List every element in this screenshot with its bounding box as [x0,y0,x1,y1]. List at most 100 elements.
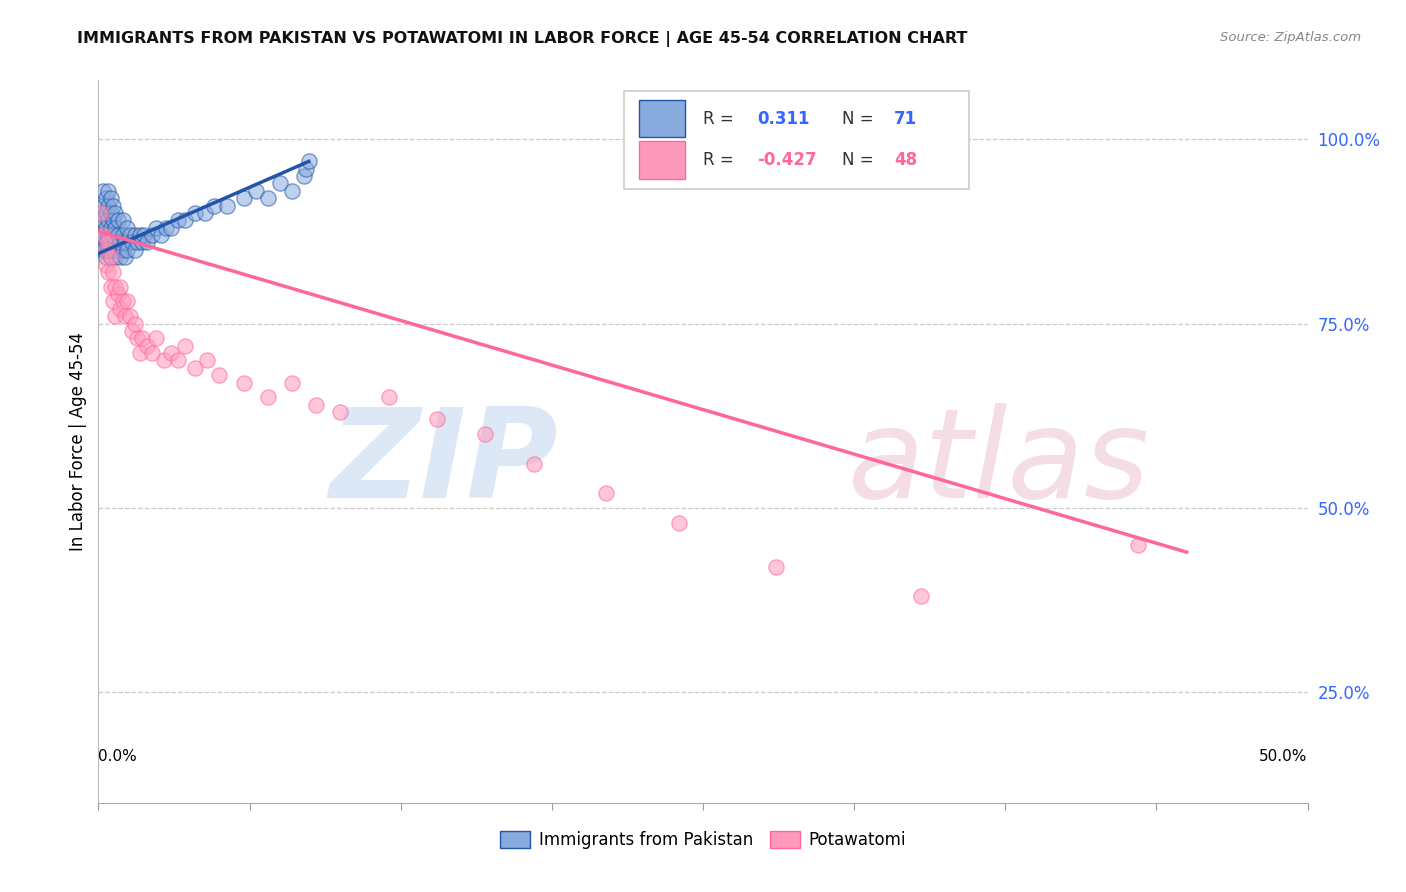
Point [117,294,139,309]
Point [100,250,122,264]
Point [131,235,153,250]
Point [101,265,124,279]
Point [100,206,122,220]
Point [121,235,143,250]
Point [204,199,226,213]
Point [135,339,157,353]
Point [215,199,238,213]
Point [91,199,114,213]
Point [174,213,197,227]
Point [101,243,124,257]
Point [91,243,114,257]
Text: -0.427: -0.427 [758,151,817,169]
Point [281,376,304,390]
Point [141,228,163,243]
Point [124,228,146,243]
Point [135,235,157,250]
Point [292,169,315,183]
Point [97,243,120,257]
Point [90,206,112,220]
Y-axis label: In Labor Force | Age 45-54: In Labor Force | Age 45-54 [69,332,87,551]
Text: Source: ZipAtlas.com: Source: ZipAtlas.com [1220,31,1361,45]
Point [111,294,134,309]
Point [281,184,304,198]
Point [104,309,127,323]
Point [117,220,139,235]
Point [100,250,122,264]
Point [1128,538,1150,552]
Point [104,235,127,250]
Text: IMMIGRANTS FROM PAKISTAN VS POTAWATOMI IN LABOR FORCE | AGE 45-54 CORRELATION CH: IMMIGRANTS FROM PAKISTAN VS POTAWATOMI I… [77,31,967,47]
Point [104,279,127,293]
Legend: Immigrants from Pakistan, Potawatomi: Immigrants from Pakistan, Potawatomi [494,824,912,856]
Point [305,398,328,412]
Point [128,346,150,360]
Point [97,184,120,198]
Point [94,258,117,272]
Point [329,405,352,419]
Point [152,353,174,368]
Bar [638,100,685,137]
Point [97,265,120,279]
Text: N =: N = [842,151,873,169]
Point [108,250,131,264]
Point [111,213,134,227]
Point [127,331,149,345]
Point [94,250,117,264]
Point [94,243,117,257]
Point [118,228,141,243]
Point [104,220,127,235]
Point [108,235,131,250]
Point [107,228,129,243]
Point [100,191,122,205]
Point [111,243,134,257]
Point [167,213,190,227]
Point [269,177,291,191]
Point [91,228,114,243]
Point [108,279,131,293]
Point [426,412,449,426]
Point [134,228,156,243]
Text: 0.311: 0.311 [758,110,810,128]
Point [194,206,217,220]
Point [523,457,546,471]
FancyBboxPatch shape [624,91,969,189]
Point [141,346,163,360]
Text: atlas: atlas [848,402,1150,524]
Point [107,287,129,301]
Point [256,390,278,404]
Point [150,228,173,243]
Point [245,184,267,198]
Point [94,220,117,235]
Point [90,220,112,235]
Point [97,213,120,227]
Point [94,206,117,220]
Point [111,228,134,243]
Point [131,331,153,345]
Point [97,199,120,213]
Text: 48: 48 [894,151,917,169]
Text: 0.0%: 0.0% [98,748,138,764]
Point [101,294,124,309]
Point [184,360,207,375]
Point [114,235,136,250]
Point [107,243,129,257]
Point [90,235,112,250]
Point [124,243,146,257]
Point [90,206,112,220]
Point [101,228,124,243]
Point [114,309,136,323]
Point [101,199,124,213]
Point [167,353,190,368]
Point [595,486,617,500]
Point [91,213,114,227]
Point [160,346,183,360]
Text: N =: N = [842,110,873,128]
Point [184,206,207,220]
Point [108,301,131,316]
Point [117,243,139,257]
Point [295,161,318,176]
Point [97,235,120,250]
Point [128,228,150,243]
Text: ZIP: ZIP [329,402,558,524]
